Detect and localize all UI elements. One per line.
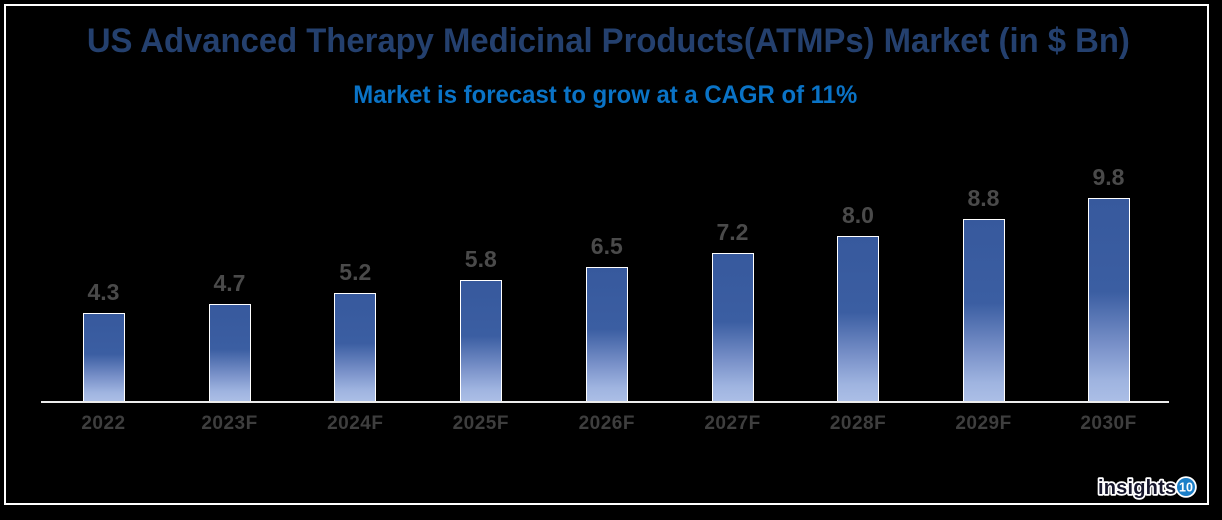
svg-text:insights: insights: [1098, 477, 1176, 499]
svg-text:10: 10: [1179, 481, 1193, 495]
